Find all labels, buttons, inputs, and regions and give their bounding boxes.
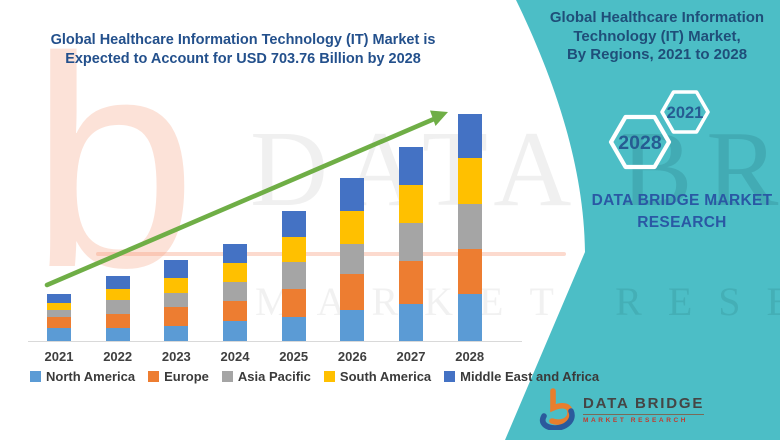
chart-title-line2: Expected to Account for USD 703.76 Billi… xyxy=(65,51,421,67)
legend-item-middle-east-and-africa: Middle East and Africa xyxy=(444,369,599,384)
right-title-line1: Global Healthcare Information xyxy=(549,9,765,26)
logo-subtitle: MARKET RESEARCH xyxy=(583,416,689,424)
segment-2024-north-america xyxy=(223,321,247,341)
segment-2021-asia-pacific xyxy=(47,309,71,318)
legend-swatch xyxy=(444,371,456,382)
x-axis-label-2028: 2028 xyxy=(455,349,485,364)
segment-2025-north-america xyxy=(281,316,306,341)
segment-2024-middle-east-and-africa xyxy=(223,243,247,263)
legend-swatch xyxy=(323,371,335,382)
segment-2024-europe xyxy=(223,300,247,322)
year-hexagons: 2021 2028 xyxy=(608,90,710,170)
segment-2021-south-america xyxy=(47,302,71,310)
right-title-line3: By Regions, 2021 to 2028 xyxy=(566,46,748,63)
hexagon-2021-shape xyxy=(660,90,710,134)
watermark-swoosh-line xyxy=(96,252,566,256)
segment-2026-middle-east-and-africa xyxy=(340,178,365,212)
bar-2024 xyxy=(223,243,247,341)
x-axis-label-2026: 2026 xyxy=(337,349,367,364)
segment-2028-asia-pacific xyxy=(457,203,482,250)
bar-2028 xyxy=(457,114,482,341)
segment-2027-asia-pacific xyxy=(399,222,424,262)
segment-2026-north-america xyxy=(340,309,365,341)
legend-item-north-america: North America xyxy=(30,369,135,384)
legend-label: South America xyxy=(339,369,432,384)
segment-2024-asia-pacific xyxy=(223,282,247,301)
segment-2025-europe xyxy=(281,288,306,317)
segment-2028-europe xyxy=(457,249,482,294)
hexagon-2021-label: 2021 xyxy=(667,104,704,122)
bar-2022 xyxy=(105,275,130,341)
bar-2026 xyxy=(340,178,365,341)
logo-text-block: DATA BRIDGE MARKET RESEARCH xyxy=(583,395,705,424)
segment-2027-middle-east-and-africa xyxy=(399,147,424,186)
segment-2027-europe xyxy=(399,261,424,304)
legend-swatch xyxy=(221,371,233,382)
legend-label: Middle East and Africa xyxy=(460,369,600,384)
hexagon-2028-shape xyxy=(608,114,672,170)
x-axis-label-2024: 2024 xyxy=(220,349,250,364)
segment-2021-north-america xyxy=(47,328,71,341)
chart-title-line1: Global Healthcare Information Technology… xyxy=(50,32,436,48)
segment-2022-north-america xyxy=(105,328,130,341)
segment-2022-asia-pacific xyxy=(105,299,130,314)
segment-2023-europe xyxy=(164,307,189,326)
chart-legend: North America Europe Asia Pacific South Ame… xyxy=(30,369,599,384)
legend-swatch xyxy=(148,371,160,382)
segment-2024-south-america xyxy=(223,262,247,282)
logo-name: DATA BRIDGE xyxy=(583,395,705,415)
segment-2023-north-america xyxy=(164,325,189,341)
bar-2025 xyxy=(281,211,306,341)
legend-item-europe: Europe xyxy=(148,369,209,384)
databridge-logo: DATA BRIDGE MARKET RESEARCH xyxy=(538,388,705,430)
x-axis-line xyxy=(28,341,522,342)
segment-2026-europe xyxy=(340,274,365,310)
legend-item-asia-pacific: Asia Pacific xyxy=(221,369,311,384)
right-title-line2: Technology (IT) Market, xyxy=(573,27,741,45)
brand-text-line1: DATA BRIDGE MARKET xyxy=(591,192,773,209)
brand-text-line2: RESEARCH xyxy=(637,214,727,231)
x-axis-label-2027: 2027 xyxy=(396,349,426,364)
segment-2026-south-america xyxy=(340,211,365,244)
segment-2022-middle-east-and-africa xyxy=(105,275,130,290)
segment-2028-middle-east-and-africa xyxy=(457,114,482,158)
segment-2022-south-america xyxy=(105,289,130,300)
x-axis-label-2021: 2021 xyxy=(44,349,74,364)
segment-2025-south-america xyxy=(281,236,306,263)
segment-2022-europe xyxy=(105,313,130,329)
segment-2027-south-america xyxy=(399,185,424,223)
x-axis-label-2025: 2025 xyxy=(279,349,309,364)
x-axis-label-2022: 2022 xyxy=(103,349,133,364)
segment-2023-south-america xyxy=(164,277,189,294)
legend-label: Asia Pacific xyxy=(237,369,311,384)
legend-item-south-america: South America xyxy=(323,369,432,384)
segment-2023-asia-pacific xyxy=(164,293,189,308)
x-axis-label-2023: 2023 xyxy=(161,349,191,364)
segment-2023-middle-east-and-africa xyxy=(164,260,189,278)
hexagon-2028-label: 2028 xyxy=(618,132,662,154)
brand-text: DATA BRIDGE MARKET RESEARCH xyxy=(582,190,780,234)
right-panel-title: Global Healthcare Information Technology… xyxy=(547,9,767,65)
bar-2023 xyxy=(164,260,189,341)
segment-2025-middle-east-and-africa xyxy=(281,211,306,237)
segment-2028-north-america xyxy=(457,293,482,341)
segment-2021-middle-east-and-africa xyxy=(47,293,71,303)
legend-swatch xyxy=(30,371,41,382)
segment-2025-asia-pacific xyxy=(281,262,306,289)
bar-2021 xyxy=(47,293,71,341)
segment-2021-europe xyxy=(47,317,71,329)
segment-2028-south-america xyxy=(457,157,482,204)
segment-2026-asia-pacific xyxy=(340,243,365,275)
segment-2027-north-america xyxy=(399,303,424,341)
chart-title: Global Healthcare Information Technology… xyxy=(23,31,463,69)
legend-label: North America xyxy=(46,369,136,384)
bar-2027 xyxy=(399,147,424,341)
legend-label: Europe xyxy=(164,369,209,384)
databridge-logo-icon xyxy=(539,388,575,430)
